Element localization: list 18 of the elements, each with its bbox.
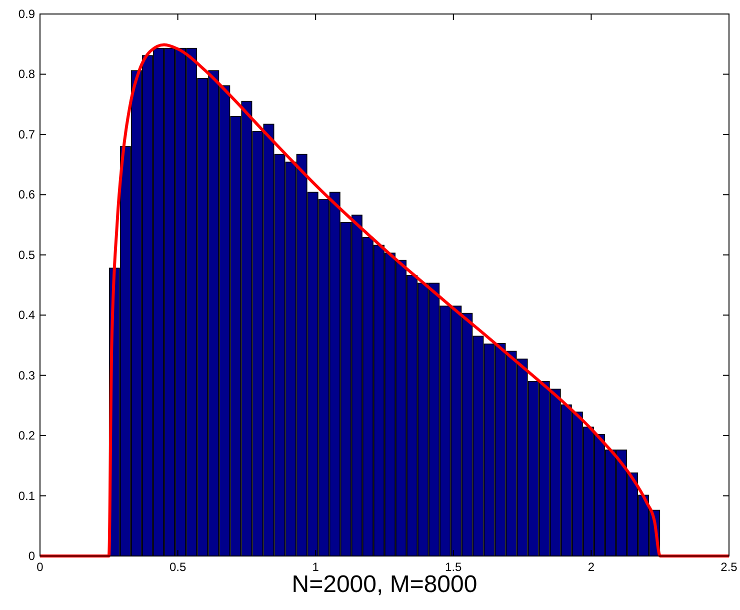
y-tick-label: 0.9 bbox=[18, 7, 36, 21]
y-tick-label: 0.3 bbox=[18, 368, 36, 382]
x-tick-label: 0.5 bbox=[169, 560, 186, 574]
y-tick-label: 0.7 bbox=[18, 127, 36, 142]
x-axis-title: N=2000, M=8000 bbox=[292, 571, 478, 598]
y-tick-label: 0.6 bbox=[18, 188, 36, 202]
x-tick-label: 0 bbox=[36, 560, 44, 574]
line-series bbox=[38, 43, 730, 558]
x-tick-label: 1 bbox=[312, 560, 320, 574]
x-tick-label: 2.5 bbox=[720, 560, 738, 574]
y-tick-label: 0.4 bbox=[18, 308, 36, 322]
y-tick-label: 0.2 bbox=[18, 428, 36, 443]
y-tick-label: 0.5 bbox=[18, 248, 36, 262]
y-tick-label: 0.1 bbox=[18, 488, 36, 503]
y-tick-label: 0.8 bbox=[18, 67, 36, 82]
x-tick-label: 2 bbox=[588, 560, 595, 574]
y-tick-label: 0 bbox=[28, 549, 36, 563]
x-tick-label: 1.5 bbox=[445, 560, 462, 574]
